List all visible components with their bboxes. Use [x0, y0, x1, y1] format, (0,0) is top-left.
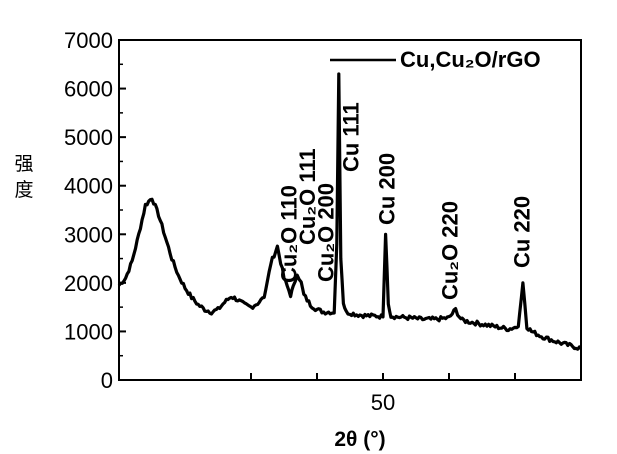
y-axis-label-char: 强: [14, 153, 33, 175]
y-tick-label: 4000: [64, 174, 113, 199]
y-tick-label: 6000: [64, 77, 113, 102]
y-axis: 0 1000 2000 3000 4000 5000 6000 7000: [64, 28, 126, 393]
legend-entry: Cu,Cu₂O/rGO: [400, 47, 541, 72]
legend: Cu,Cu₂O/rGO: [330, 47, 541, 72]
x-axis: 50: [250, 373, 516, 415]
peak-label: Cu 111: [339, 102, 364, 172]
peak-label: Cu₂O 220: [438, 201, 463, 300]
y-tick-label: 1000: [64, 319, 113, 344]
y-axis-label: 强度: [14, 153, 33, 201]
y-tick-label: 3000: [64, 222, 113, 247]
peak-label: Cu₂O 111: [295, 148, 320, 245]
series-line: [117, 72, 583, 351]
peak-label: Cu₂O 200: [314, 183, 339, 282]
peak-label: Cu 220: [510, 196, 535, 268]
y-tick-label: 7000: [64, 28, 113, 53]
x-axis-label: 2θ (°): [334, 428, 385, 451]
peak-label: Cu 200: [374, 153, 399, 225]
peak-label: Cu₂O 110: [277, 185, 302, 283]
x-tick-label: 50: [371, 390, 395, 415]
y-axis-label-char: 度: [14, 179, 33, 201]
y-tick-label: 5000: [64, 125, 113, 150]
y-tick-label: 0: [101, 368, 113, 393]
y-tick-label: 2000: [64, 271, 113, 296]
